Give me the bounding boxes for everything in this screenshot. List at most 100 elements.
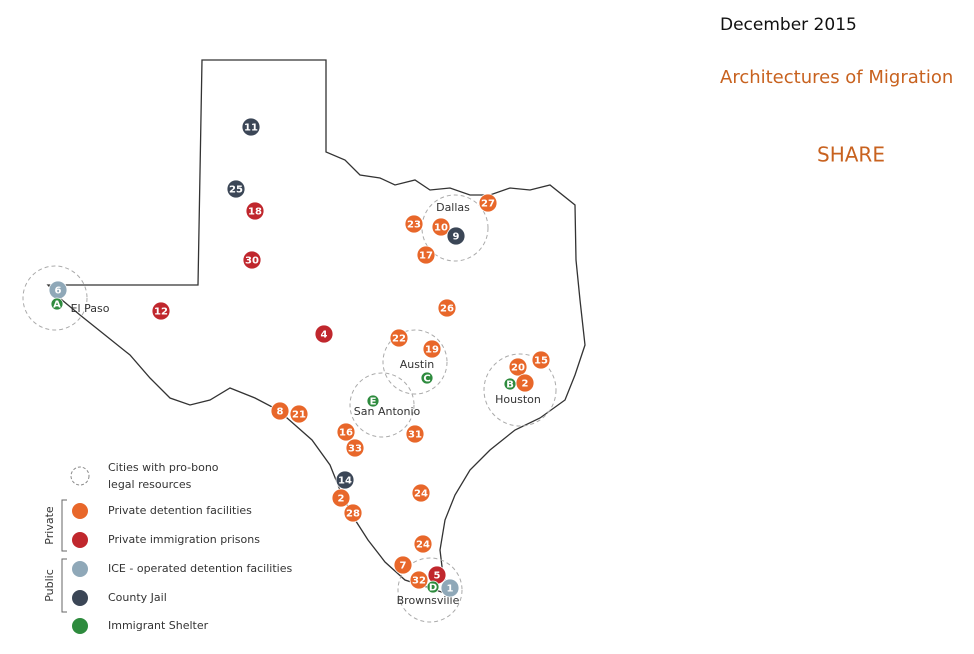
marker-dot: [426, 580, 440, 594]
marker-dot: [411, 483, 431, 503]
facility-marker[interactable]: 28: [343, 503, 363, 523]
facility-marker[interactable]: B: [503, 377, 517, 391]
facility-marker[interactable]: 27: [478, 193, 498, 213]
legend-label: County Jail: [108, 591, 167, 604]
facility-marker[interactable]: 33: [345, 438, 365, 458]
facility-marker[interactable]: D: [426, 580, 440, 594]
facility-marker[interactable]: 32: [409, 570, 429, 590]
legend-label: legal resources: [108, 478, 192, 491]
facility-marker[interactable]: 9: [446, 226, 466, 246]
facility-marker[interactable]: 2: [515, 373, 535, 393]
marker-label: 26: [440, 304, 454, 315]
marker-label: 24: [416, 540, 430, 551]
facility-marker[interactable]: C: [420, 371, 434, 385]
marker-dot: [241, 117, 261, 137]
facility-marker[interactable]: 10: [431, 217, 451, 237]
facility-marker[interactable]: 16: [336, 422, 356, 442]
marker-label: 22: [392, 334, 406, 345]
facility-marker[interactable]: 14: [335, 470, 355, 490]
marker-dot: [245, 201, 265, 221]
share-button[interactable]: SHARE: [817, 143, 885, 167]
facility-marker[interactable]: 15: [531, 350, 551, 370]
marker-dot: [335, 470, 355, 490]
marker-dot: [151, 301, 171, 321]
city-label: Brownsville: [397, 594, 460, 607]
facility-marker[interactable]: 17: [416, 245, 436, 265]
marker-dot: [336, 422, 356, 442]
marker-dot: [478, 193, 498, 213]
facility-marker[interactable]: 5: [427, 565, 447, 585]
facility-marker[interactable]: 4: [314, 324, 334, 344]
legend-bracket: [61, 499, 67, 552]
marker-label: 5: [434, 571, 441, 582]
legend-bracket: [61, 558, 67, 613]
legend-group: Private: [43, 506, 56, 545]
legend-swatch: [72, 503, 88, 519]
facility-marker[interactable]: 22: [389, 328, 409, 348]
facility-marker[interactable]: 18: [245, 201, 265, 221]
facility-marker[interactable]: 31: [405, 424, 425, 444]
marker-dot: [343, 503, 363, 523]
marker-label: 12: [154, 307, 168, 318]
legend-swatch: [72, 618, 88, 634]
marker-label: 27: [481, 199, 495, 210]
marker-label: C: [423, 374, 430, 385]
facility-marker[interactable]: 24: [413, 534, 433, 554]
legend-swatch: [72, 561, 88, 577]
facility-marker[interactable]: 12: [151, 301, 171, 321]
marker-label: 32: [412, 576, 426, 587]
marker-label: 17: [419, 251, 433, 262]
facility-marker[interactable]: 11: [241, 117, 261, 137]
article-title[interactable]: Architectures of Migration: [720, 67, 953, 88]
facility-marker[interactable]: 26: [437, 298, 457, 318]
legend-label: Immigrant Shelter: [108, 619, 209, 632]
marker-dot: [405, 424, 425, 444]
marker-label: 24: [414, 489, 428, 500]
legend-label: Cities with pro-bono: [108, 461, 219, 474]
marker-label: 2: [338, 494, 345, 505]
marker-label: 6: [55, 286, 62, 297]
marker-dot: [409, 570, 429, 590]
marker-label: 31: [408, 430, 422, 441]
facility-marker[interactable]: 30: [242, 250, 262, 270]
marker-dot: [50, 297, 64, 311]
facility-marker[interactable]: 6: [48, 280, 68, 300]
marker-dot: [366, 394, 380, 408]
facility-marker[interactable]: 25: [226, 179, 246, 199]
facility-marker[interactable]: A: [50, 297, 64, 311]
marker-label: 19: [425, 345, 439, 356]
marker-dot: [416, 245, 436, 265]
city-label: San Antonio: [354, 405, 421, 418]
facility-marker[interactable]: 7: [393, 555, 413, 575]
legend-label: ICE - operated detention facilities: [108, 562, 292, 575]
marker-dot: [446, 226, 466, 246]
city-label: Austin: [400, 358, 435, 371]
marker-label: 8: [277, 407, 284, 418]
marker-label: 15: [534, 356, 548, 367]
facility-marker[interactable]: 23: [404, 214, 424, 234]
marker-label: 28: [346, 509, 360, 520]
city-label: Dallas: [436, 201, 470, 214]
city-rings: [22, 194, 557, 623]
facility-marker[interactable]: 2: [331, 488, 351, 508]
marker-label: E: [370, 397, 377, 408]
marker-dot: [413, 534, 433, 554]
marker-label: 7: [400, 561, 407, 572]
marker-dot: [515, 373, 535, 393]
marker-dot: [389, 328, 409, 348]
facility-marker[interactable]: 24: [411, 483, 431, 503]
marker-dot: [531, 350, 551, 370]
marker-label: D: [429, 583, 437, 594]
facility-marker[interactable]: 1: [440, 578, 460, 598]
marker-label: 14: [338, 476, 352, 487]
marker-dot: [345, 438, 365, 458]
facility-marker[interactable]: 19: [422, 339, 442, 359]
marker-label: 21: [292, 410, 306, 421]
marker-label: 10: [434, 223, 448, 234]
facility-marker[interactable]: E: [366, 394, 380, 408]
marker-dot: [431, 217, 451, 237]
facility-marker[interactable]: 8: [270, 401, 290, 421]
marker-label: B: [506, 380, 514, 391]
facility-marker[interactable]: 21: [289, 404, 309, 424]
facility-marker[interactable]: 20: [508, 357, 528, 377]
